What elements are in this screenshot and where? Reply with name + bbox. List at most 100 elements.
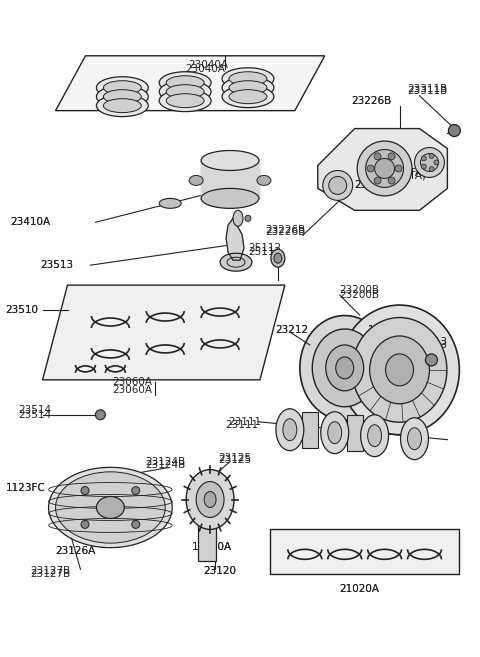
Text: 1430JE: 1430JE bbox=[368, 325, 404, 335]
Ellipse shape bbox=[274, 253, 282, 263]
Ellipse shape bbox=[421, 156, 426, 161]
Ellipse shape bbox=[312, 329, 377, 407]
Ellipse shape bbox=[434, 160, 439, 165]
Text: 43213: 43213 bbox=[415, 337, 448, 347]
Ellipse shape bbox=[429, 153, 434, 158]
Ellipse shape bbox=[374, 158, 395, 179]
Ellipse shape bbox=[201, 150, 259, 170]
Ellipse shape bbox=[222, 68, 274, 90]
Ellipse shape bbox=[300, 315, 390, 420]
Text: 23126A: 23126A bbox=[56, 547, 96, 556]
Ellipse shape bbox=[340, 305, 459, 435]
Ellipse shape bbox=[448, 125, 460, 137]
Ellipse shape bbox=[186, 470, 234, 530]
Ellipse shape bbox=[95, 497, 126, 518]
Ellipse shape bbox=[368, 424, 382, 447]
Ellipse shape bbox=[96, 77, 148, 99]
Ellipse shape bbox=[421, 164, 426, 169]
Ellipse shape bbox=[429, 167, 434, 171]
Ellipse shape bbox=[96, 410, 106, 420]
Ellipse shape bbox=[357, 141, 412, 196]
Ellipse shape bbox=[420, 154, 438, 171]
Text: 23211B: 23211B bbox=[355, 181, 395, 191]
Ellipse shape bbox=[276, 409, 304, 451]
Ellipse shape bbox=[352, 317, 447, 422]
Ellipse shape bbox=[374, 153, 381, 160]
Text: 23124B: 23124B bbox=[145, 460, 186, 470]
Polygon shape bbox=[43, 285, 285, 380]
Ellipse shape bbox=[159, 81, 211, 102]
Text: 23226B: 23226B bbox=[352, 96, 392, 106]
Text: 1123FC: 1123FC bbox=[6, 482, 46, 493]
Polygon shape bbox=[270, 530, 459, 574]
Ellipse shape bbox=[74, 484, 146, 531]
Text: 14510A: 14510A bbox=[192, 543, 232, 553]
Text: 23120: 23120 bbox=[203, 566, 236, 576]
Ellipse shape bbox=[189, 175, 203, 185]
Ellipse shape bbox=[326, 345, 364, 391]
Text: 23040A: 23040A bbox=[185, 64, 225, 74]
Text: (MTA): (MTA) bbox=[415, 363, 444, 373]
Ellipse shape bbox=[385, 354, 413, 386]
Text: 43213: 43213 bbox=[415, 340, 448, 350]
Ellipse shape bbox=[166, 94, 204, 108]
Text: 23226B: 23226B bbox=[265, 225, 305, 235]
Text: 23211B: 23211B bbox=[355, 181, 395, 191]
Ellipse shape bbox=[159, 72, 211, 94]
Ellipse shape bbox=[408, 428, 421, 449]
Polygon shape bbox=[56, 56, 325, 110]
Text: 21020A: 21020A bbox=[340, 584, 380, 594]
Polygon shape bbox=[226, 218, 244, 260]
Text: 23514: 23514 bbox=[19, 410, 52, 420]
Ellipse shape bbox=[395, 165, 402, 172]
Text: 23510: 23510 bbox=[6, 305, 39, 315]
Text: 23410A: 23410A bbox=[11, 217, 51, 227]
Ellipse shape bbox=[329, 177, 347, 194]
Ellipse shape bbox=[367, 165, 374, 172]
Ellipse shape bbox=[201, 189, 259, 208]
Text: 1123FC: 1123FC bbox=[6, 482, 46, 493]
Text: 1430JE: 1430JE bbox=[368, 325, 404, 335]
Ellipse shape bbox=[283, 419, 297, 441]
Text: 23514: 23514 bbox=[19, 405, 52, 415]
Ellipse shape bbox=[425, 354, 437, 366]
Ellipse shape bbox=[388, 153, 395, 160]
Text: 23126A: 23126A bbox=[56, 547, 96, 556]
Ellipse shape bbox=[415, 148, 444, 177]
Ellipse shape bbox=[103, 90, 141, 104]
Text: (ATA): (ATA) bbox=[399, 170, 427, 181]
Ellipse shape bbox=[257, 175, 271, 185]
Ellipse shape bbox=[96, 497, 124, 518]
Text: 23111: 23111 bbox=[228, 417, 261, 427]
Ellipse shape bbox=[229, 72, 267, 85]
Text: 23212: 23212 bbox=[275, 325, 308, 335]
Ellipse shape bbox=[321, 412, 348, 453]
Ellipse shape bbox=[159, 90, 211, 112]
Text: 23040A: 23040A bbox=[188, 60, 228, 70]
Ellipse shape bbox=[400, 418, 429, 460]
Ellipse shape bbox=[166, 76, 204, 90]
Text: 23226B: 23226B bbox=[265, 227, 305, 237]
Text: 23127B: 23127B bbox=[31, 569, 71, 579]
Bar bbox=[198, 520, 216, 561]
Text: 23200B: 23200B bbox=[340, 285, 380, 295]
Ellipse shape bbox=[96, 85, 148, 108]
Ellipse shape bbox=[328, 422, 342, 443]
Ellipse shape bbox=[166, 85, 204, 99]
Ellipse shape bbox=[360, 415, 389, 457]
Ellipse shape bbox=[81, 520, 89, 528]
Ellipse shape bbox=[204, 491, 216, 507]
Ellipse shape bbox=[196, 482, 224, 518]
Ellipse shape bbox=[271, 249, 285, 267]
Ellipse shape bbox=[336, 357, 354, 379]
Ellipse shape bbox=[220, 253, 252, 271]
Text: 23410A: 23410A bbox=[11, 217, 51, 227]
Ellipse shape bbox=[88, 493, 132, 522]
Text: (ATA): (ATA) bbox=[399, 168, 427, 177]
Ellipse shape bbox=[229, 90, 267, 104]
Text: 23510: 23510 bbox=[6, 305, 39, 315]
Text: 23127B: 23127B bbox=[31, 566, 71, 576]
Ellipse shape bbox=[370, 336, 430, 404]
Ellipse shape bbox=[60, 475, 160, 540]
Ellipse shape bbox=[323, 170, 353, 200]
